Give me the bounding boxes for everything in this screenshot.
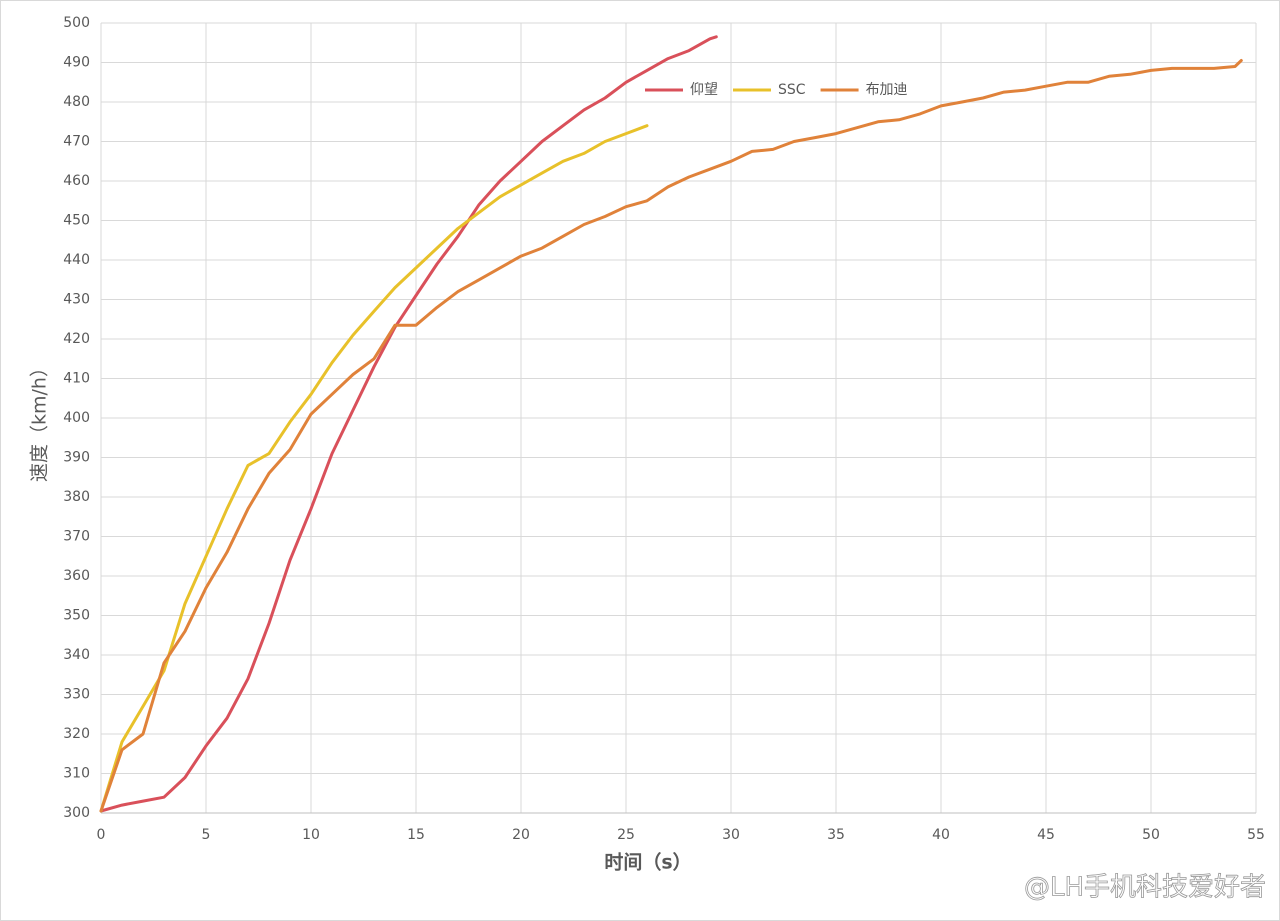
series-line (99, 124, 649, 813)
series-line (99, 35, 718, 813)
y-tick-label: 470 (63, 134, 90, 150)
legend-label: 仰望 (690, 82, 718, 98)
legend-label: 布加迪 (866, 82, 908, 98)
y-tick-label: 390 (63, 450, 90, 466)
y-tick-label: 320 (63, 726, 90, 742)
y-tick-label: 410 (63, 371, 90, 387)
y-tick-label: 450 (63, 213, 90, 229)
x-tick-label: 25 (617, 827, 635, 843)
y-tick-label: 300 (63, 805, 90, 821)
y-tick-label: 490 (63, 55, 90, 71)
y-tick-label: 350 (63, 608, 90, 624)
x-tick-label: 30 (722, 827, 740, 843)
y-tick-label: 500 (63, 15, 90, 31)
legend-item: SSC (733, 82, 806, 98)
y-tick-label: 370 (63, 529, 90, 545)
series-line (99, 59, 1243, 813)
y-tick-label: 380 (63, 489, 90, 505)
y-tick-label: 480 (63, 94, 90, 110)
legend-label: SSC (778, 82, 806, 98)
x-tick-label: 35 (827, 827, 845, 843)
y-tick-label: 310 (63, 766, 90, 782)
x-tick-label: 20 (512, 827, 530, 843)
x-axis-title: 时间（s） (604, 851, 691, 874)
legend-item: 布加迪 (820, 82, 908, 98)
x-tick-label: 15 (407, 827, 425, 843)
y-tick-label: 440 (63, 252, 90, 268)
y-tick-label: 420 (63, 331, 90, 347)
watermark: @LH手机科技爱好者 (1024, 873, 1266, 903)
y-tick-label: 360 (63, 568, 90, 584)
x-tick-label: 50 (1142, 827, 1160, 843)
y-tick-label: 340 (63, 647, 90, 663)
y-tick-label: 400 (63, 410, 90, 426)
x-tick-label: 40 (932, 827, 950, 843)
x-tick-label: 45 (1037, 827, 1055, 843)
x-tick-label: 0 (97, 827, 106, 843)
x-tick-label: 10 (302, 827, 320, 843)
legend-item: 仰望 (645, 82, 718, 98)
x-tick-label: 5 (202, 827, 211, 843)
y-tick-label: 460 (63, 173, 90, 189)
y-tick-label: 430 (63, 292, 90, 308)
x-tick-label: 55 (1247, 827, 1265, 843)
y-tick-label: 330 (63, 687, 90, 703)
y-axis-title: 速度（km/h） (29, 358, 51, 482)
